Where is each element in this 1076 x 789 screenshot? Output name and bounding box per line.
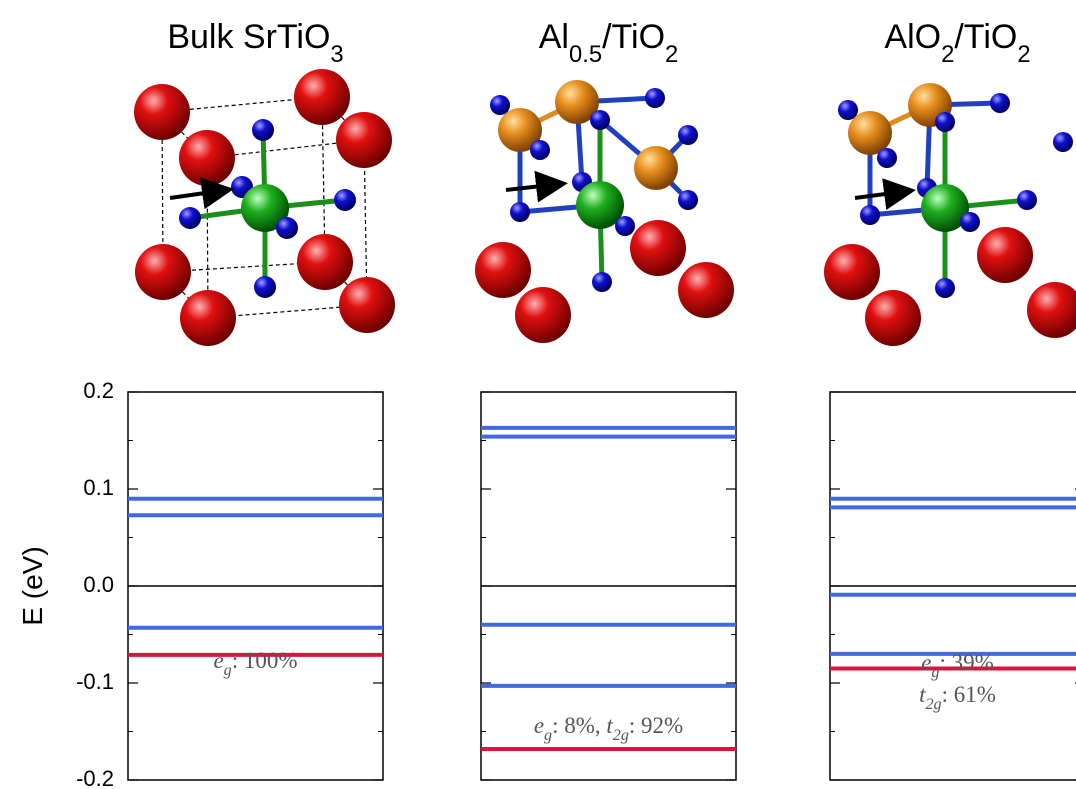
y-tick-label: -0.1 (76, 669, 114, 694)
figure: Bulk SrTiO30.20.10.0-0.1-0.2E (eV)eg: 10… (0, 0, 1076, 789)
subscript: 3 (330, 41, 343, 68)
subscript: g (544, 727, 552, 744)
subscript: g (931, 664, 939, 681)
subscript: 0.5 (569, 41, 602, 68)
panel-title: Al0.5/TiO2 (539, 18, 679, 68)
subscript: 2 (665, 41, 678, 68)
text-segment: Al (539, 18, 569, 56)
text-segment: e (213, 648, 223, 673)
text-segment: e (921, 650, 931, 675)
subscript: 2g (613, 727, 629, 744)
text-segment: e (534, 713, 544, 738)
text-segment: AlO (884, 18, 941, 56)
text-segment: Bulk SrTiO (167, 18, 330, 56)
subscript: 2 (941, 41, 954, 68)
structure-bulk (134, 69, 395, 346)
y-tick-label: 0.2 (83, 378, 114, 403)
text-segment: : 100% (232, 648, 298, 673)
subscript: 2g (925, 696, 941, 713)
y-axis-label: E (eV) (17, 546, 48, 625)
y-tick-label: -0.2 (76, 766, 114, 789)
structure-alo2 (824, 83, 1076, 346)
text-segment: /TiO (602, 18, 665, 56)
structure-al05 (475, 80, 734, 343)
subscript: 2 (1017, 41, 1030, 68)
text-segment: : 8%, (552, 713, 606, 738)
text-segment: : 39% (939, 650, 993, 675)
y-tick-label: 0.1 (83, 475, 114, 500)
panel-title: AlO2/TiO2 (884, 18, 1030, 68)
panel-title: Bulk SrTiO3 (167, 18, 343, 68)
text-segment: : 61% (942, 682, 996, 707)
subscript: g (224, 662, 232, 679)
text-segment: /TiO (954, 18, 1017, 56)
y-tick-label: 0.0 (83, 572, 114, 597)
text-segment: : 92% (629, 713, 683, 738)
